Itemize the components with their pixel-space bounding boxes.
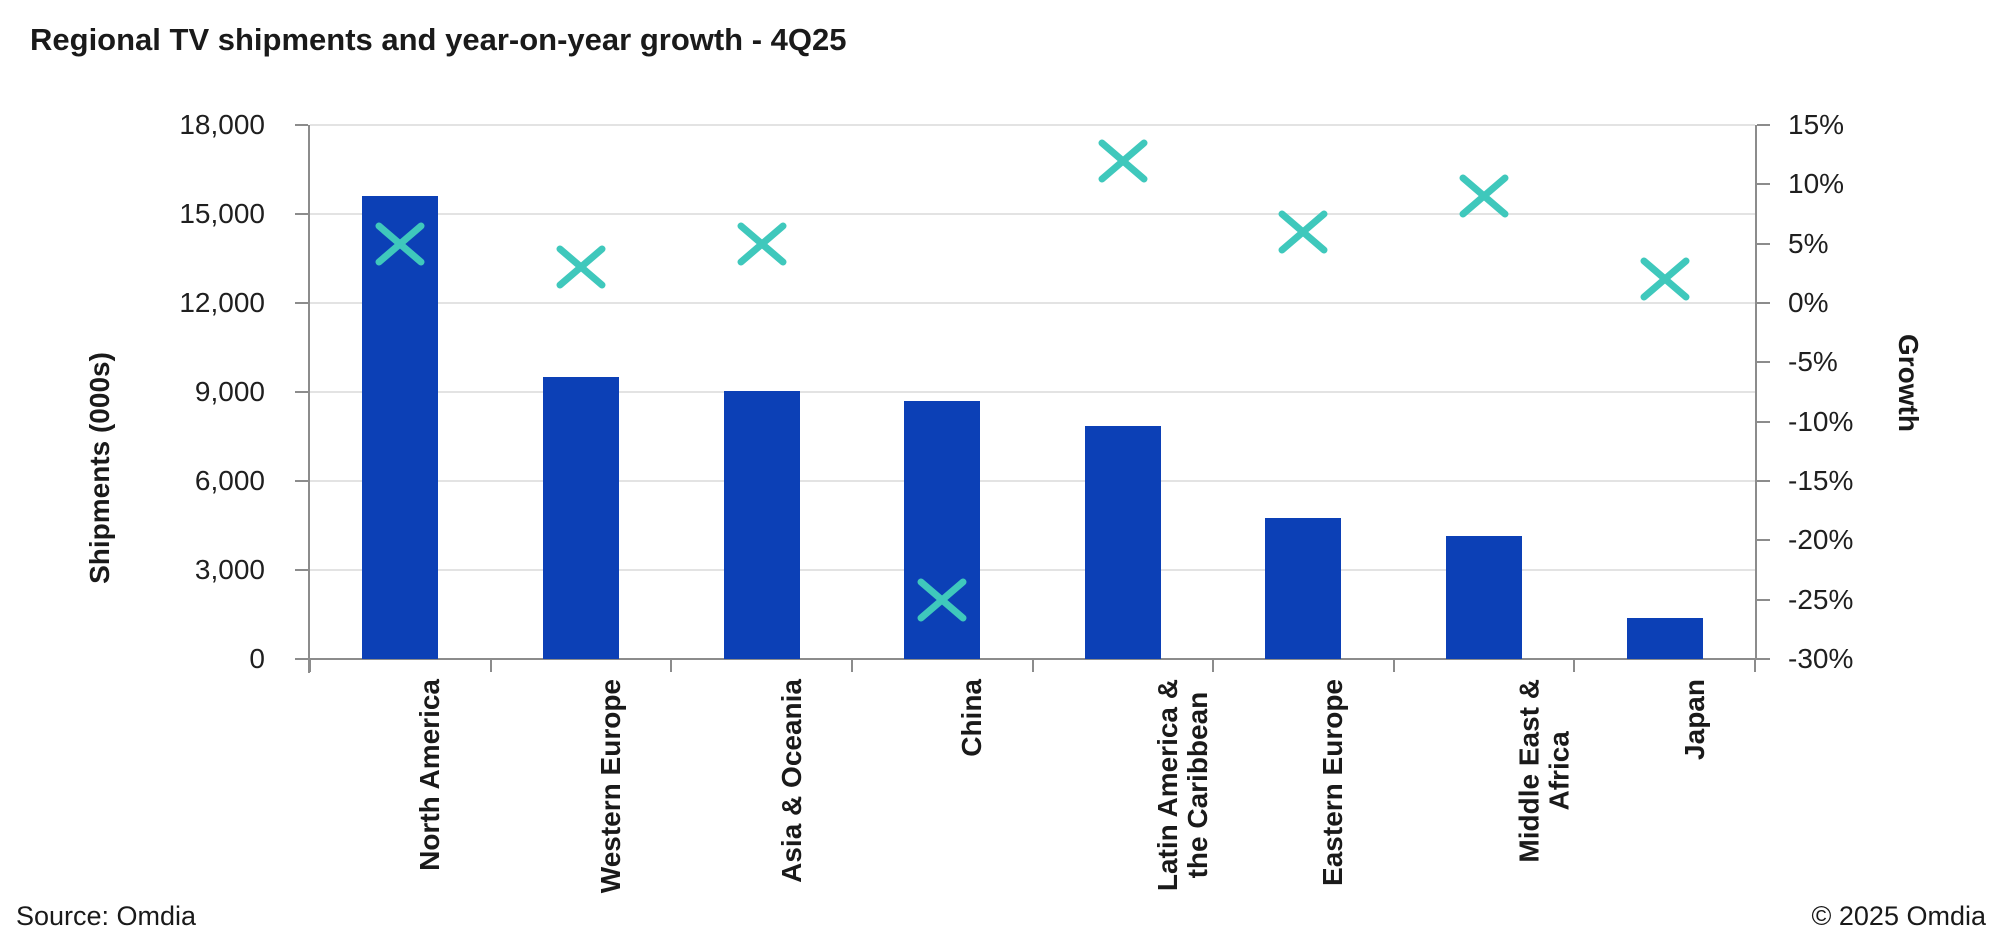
bar-china <box>904 400 981 659</box>
copyright-note: © 2025 Omdia <box>1811 901 1987 931</box>
left-axis-line <box>308 125 310 673</box>
right-axis-tick <box>1757 420 1770 423</box>
h-gridline <box>310 124 1755 126</box>
growth-x-marker <box>1458 173 1510 219</box>
left-axis-tick-label: 18,000 <box>179 109 265 140</box>
chart-title: Regional TV shipments and year-on-year g… <box>30 22 847 57</box>
x-axis-tick <box>1392 659 1395 672</box>
source-note: Source: Omdia <box>16 901 197 931</box>
category-label: Western Europe <box>594 679 626 894</box>
x-axis-tick <box>850 659 853 672</box>
right-axis-tick <box>1757 658 1770 660</box>
right-axis-line <box>1755 125 1757 659</box>
bar-western-europe <box>542 377 619 659</box>
left-axis-tick-label: 0 <box>249 643 265 674</box>
right-axis-tick <box>1757 242 1770 245</box>
bar-latin-america-the-caribbean <box>1084 426 1161 659</box>
growth-x-marker <box>555 244 607 290</box>
right-axis-tick-label: -30% <box>1788 643 1854 674</box>
category-label: Eastern Europe <box>1317 679 1349 886</box>
left-axis-tick <box>295 124 308 126</box>
right-axis-tick-label: -25% <box>1788 583 1854 615</box>
growth-x-marker <box>916 577 968 623</box>
right-axis-tick <box>1757 302 1770 304</box>
left-axis-tick <box>295 213 308 215</box>
right-axis-tick <box>1757 124 1770 126</box>
growth-x-marker <box>1277 209 1329 255</box>
x-axis-tick <box>670 659 673 672</box>
left-axis-tick-label: 15,000 <box>179 198 265 229</box>
right-axis-tick <box>1757 183 1770 186</box>
left-axis-tick <box>295 302 308 304</box>
left-axis-tick <box>295 391 308 393</box>
x-axis-tick <box>1573 659 1576 672</box>
right-axis-tick <box>1757 361 1770 364</box>
category-label: Latin America & the Caribbean <box>1151 679 1213 892</box>
left-axis-tick-label: 12,000 <box>179 287 265 318</box>
x-axis-tick <box>1212 659 1215 672</box>
h-gridline <box>310 302 1755 304</box>
category-label: Middle East & Africa <box>1513 679 1575 863</box>
right-axis-tick-label: -5% <box>1788 346 1838 378</box>
growth-x-marker <box>1639 256 1691 302</box>
left-axis-tick <box>295 480 308 482</box>
h-gridline <box>310 391 1755 393</box>
right-axis-tick <box>1757 480 1770 482</box>
left-axis-tick-label: 9,000 <box>194 376 265 407</box>
right-axis-tick-label: 5% <box>1788 227 1829 259</box>
left-axis-tick <box>295 569 308 571</box>
category-label: North America <box>414 679 446 871</box>
right-axis-title: Growth <box>1893 334 1924 432</box>
right-axis-tick-label: 15% <box>1788 109 1845 140</box>
right-axis-tick-label: -15% <box>1788 465 1854 496</box>
x-axis-tick <box>1754 659 1756 672</box>
growth-x-marker <box>736 221 788 267</box>
bar-japan <box>1626 617 1703 659</box>
x-axis-tick <box>1031 659 1034 672</box>
category-label: Asia & Oceania <box>775 679 807 883</box>
right-axis-tick-label: 0% <box>1788 287 1829 318</box>
x-axis-tick <box>309 659 311 672</box>
bar-middle-east-africa <box>1446 535 1523 659</box>
bar-north-america <box>362 196 439 659</box>
right-axis-tick-label: -10% <box>1788 405 1854 437</box>
right-axis-tick <box>1757 539 1770 542</box>
growth-x-marker <box>374 221 426 267</box>
growth-x-marker <box>1097 138 1149 184</box>
left-axis-tick-label: 3,000 <box>194 554 265 585</box>
left-axis-title: Shipments (000s) <box>84 352 115 584</box>
left-axis-tick <box>295 658 308 660</box>
right-axis-tick-label: 10% <box>1788 168 1845 200</box>
bar-eastern-europe <box>1265 518 1342 659</box>
h-gridline <box>310 569 1755 571</box>
right-axis-tick <box>1757 598 1770 601</box>
category-label: Japan <box>1678 679 1710 760</box>
bar-asia-oceania <box>723 390 800 659</box>
h-gridline <box>310 480 1755 482</box>
h-gridline <box>310 213 1755 215</box>
left-axis-tick-label: 6,000 <box>194 465 265 496</box>
right-axis-tick-label: -20% <box>1788 524 1854 556</box>
x-axis-tick <box>489 659 492 672</box>
category-label: China <box>956 679 988 757</box>
